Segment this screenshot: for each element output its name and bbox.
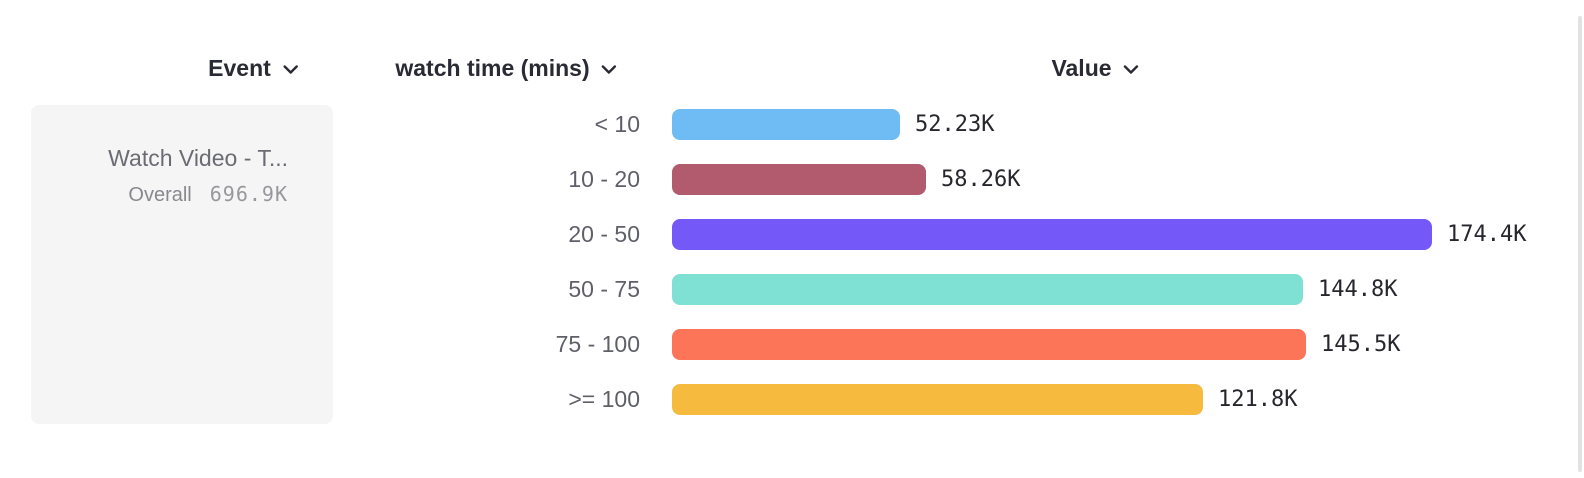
- bar-segment[interactable]: [672, 109, 900, 140]
- chart-row: 75 - 100 145.5K: [0, 317, 1560, 372]
- category-label: >= 100: [568, 386, 640, 412]
- event-overall-row: Overall 696.9K: [31, 181, 288, 208]
- bar-value-label: 145.5K: [1321, 332, 1401, 357]
- bar-segment[interactable]: [672, 329, 1306, 360]
- column-header-event-label: Event: [208, 55, 271, 81]
- category-label: < 10: [594, 111, 640, 137]
- column-header-event[interactable]: Event: [208, 52, 298, 84]
- bar-segment[interactable]: [672, 384, 1203, 415]
- bar-value-label: 121.8K: [1218, 387, 1298, 412]
- column-header-watch-time-label: watch time (mins): [395, 55, 590, 81]
- category-label: 10 - 20: [568, 166, 640, 192]
- bar-value-label: 52.23K: [915, 112, 995, 137]
- chevron-down-icon: [601, 64, 617, 75]
- category-label: 75 - 100: [555, 331, 640, 357]
- bar-segment[interactable]: [672, 164, 926, 195]
- chevron-down-icon: [283, 64, 298, 75]
- column-header-watch-time[interactable]: watch time (mins): [395, 52, 617, 84]
- column-header-value[interactable]: Value: [1051, 52, 1139, 84]
- overall-label: Overall: [128, 184, 192, 206]
- category-label: 50 - 75: [568, 276, 640, 302]
- bar-value-label: 174.4K: [1447, 222, 1527, 247]
- category-label: 20 - 50: [568, 221, 640, 247]
- chart-row: < 10 52.23K: [0, 97, 1560, 152]
- column-header-value-label: Value: [1051, 55, 1112, 81]
- chart-row: >= 100 121.8K: [0, 372, 1560, 427]
- chart-row: 10 - 20 58.26K: [0, 152, 1560, 207]
- event-cell[interactable]: Watch Video - T... Overall 696.9K: [31, 105, 333, 424]
- event-name: Watch Video - T...: [108, 145, 288, 171]
- bar-value-label: 58.26K: [941, 167, 1021, 192]
- chart-row: 50 - 75 144.8K: [0, 262, 1560, 317]
- bar-value-label: 144.8K: [1318, 277, 1398, 302]
- vertical-scrollbar[interactable]: [1578, 16, 1582, 472]
- chevron-down-icon: [1123, 64, 1139, 75]
- chart-row: 20 - 50 174.4K: [0, 207, 1560, 262]
- bar-segment[interactable]: [672, 274, 1303, 305]
- overall-value: 696.9K: [209, 182, 288, 206]
- bar-chart: < 10 52.23K 10 - 20 58.26K 20 - 50 174.4K 50 -…: [0, 97, 1560, 427]
- bar-segment[interactable]: [672, 219, 1432, 250]
